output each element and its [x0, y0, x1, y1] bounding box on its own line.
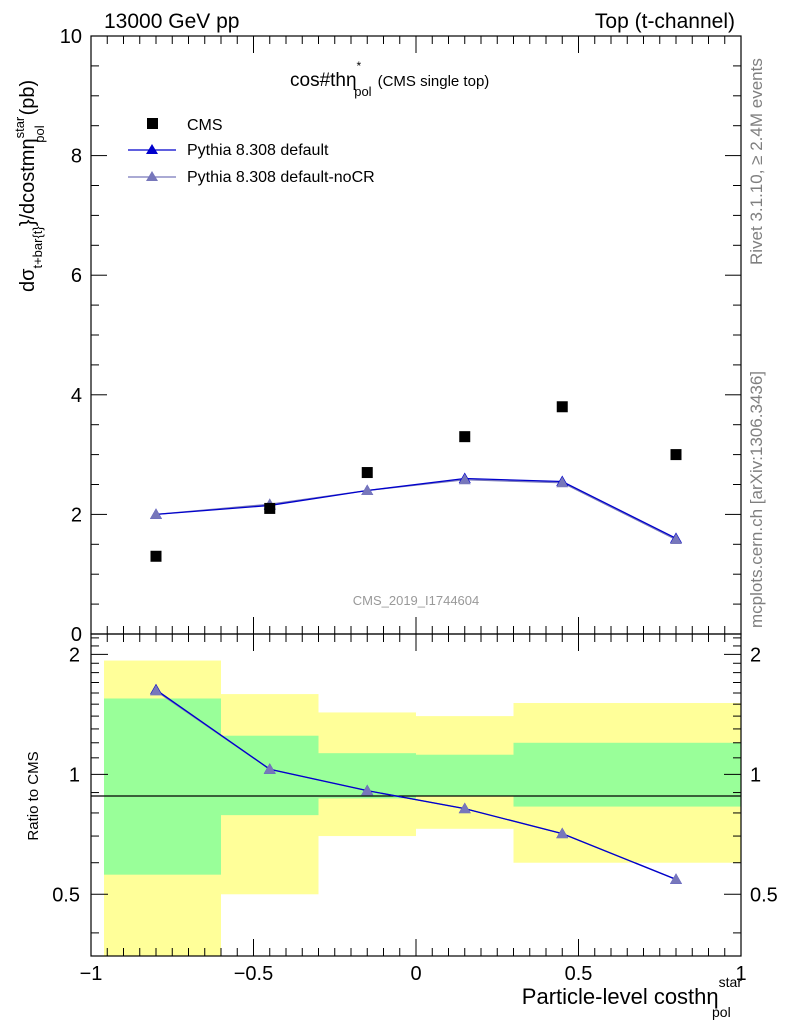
series-nocr-line [155, 479, 677, 541]
cms-point [361, 467, 373, 479]
header-right: Top (t-channel) [595, 10, 735, 33]
top-y-tick-label: 2 [71, 504, 82, 526]
inner-band [104, 698, 221, 875]
ratio-panel: 0.5 0.5 1 1 2 2 −1 −0.5 0 0.5 1 Ratio to CMS Parti… [25, 633, 778, 1020]
top-panel: CMS_2019_I1744604 cos#thη* pol(CMS single… [12, 26, 742, 646]
ratio-y-tick-label: 0.5 [52, 884, 80, 906]
cms-point [264, 502, 276, 514]
ratio-nocr-point [670, 873, 682, 884]
ratio-nocr-point [556, 827, 569, 839]
cms-point [150, 550, 162, 562]
x-tick-label: 0.5 [565, 963, 593, 985]
top-y-ticks: 0 2 4 6 8 10 [60, 26, 742, 646]
x-tick-label: −0.5 [234, 963, 273, 985]
ratio-y-tick-label: 1 [69, 764, 80, 786]
legend-default-marker [146, 144, 158, 154]
inner-band [221, 735, 319, 816]
ratio-nocr-point [361, 784, 374, 796]
inner-band [513, 742, 741, 807]
cms-point [459, 431, 471, 443]
legend-cms-marker [147, 118, 158, 129]
cms-point [556, 401, 568, 413]
chart-title: cos#thη* pol(CMS single top) [290, 59, 489, 99]
ratio-y-axis-label: Ratio to CMS [25, 751, 42, 840]
nocr-point [361, 484, 374, 495]
nocr-point [150, 508, 162, 519]
x-tick-label: 0 [410, 963, 421, 985]
ratio-y-tick-label-right: 1 [750, 764, 761, 786]
ratio-nocr-point [263, 763, 276, 774]
nocr-point [670, 533, 682, 545]
top-y-tick-label: 6 [71, 265, 82, 287]
legend-nocr-label: Pythia 8.308 default-noCR [187, 169, 375, 186]
cms-point [670, 449, 682, 461]
legend: CMS Pythia 8.308 default Pythia 8.308 de… [128, 117, 375, 186]
ratio-y-tick-label-right: 0.5 [750, 884, 778, 906]
x-axis-label: Particle-level costhηstar pol [522, 974, 743, 1020]
ratio-nocr-point [458, 802, 471, 814]
nocr-point [458, 473, 471, 485]
uncertainty-bands [104, 660, 741, 956]
top-y-tick-label: 8 [71, 146, 82, 168]
ratio-y-tick-label: 2 [69, 644, 80, 666]
top-y-tick-label: 10 [60, 26, 82, 48]
legend-default-label: Pythia 8.308 default [187, 142, 329, 159]
rivet-label: Rivet 3.1.10, ≥ 2.4M events [747, 58, 766, 265]
ratio-plot-frame [90, 633, 742, 957]
header-left: 13000 GeV pp [104, 10, 239, 33]
ratio-marks [150, 683, 682, 884]
watermark: CMS_2019_I1744604 [353, 593, 480, 608]
ratio-nocr-point [150, 684, 162, 696]
top-y-tick-label: 4 [71, 385, 82, 407]
inner-band [416, 754, 514, 797]
legend-cms-label: CMS [187, 117, 223, 134]
mcplots-label: mcplots.cern.ch [arXiv:1306.3436] [747, 371, 766, 628]
series-default-line [155, 477, 677, 539]
ratio-y-tick-label-right: 2 [750, 644, 761, 666]
nocr-point [556, 476, 569, 488]
top-data-marks [150, 401, 682, 562]
top-y-axis-label: dσt+bar{t}}/dcostmηstar pol(pb) [12, 80, 47, 292]
x-tick-label: 1 [735, 963, 746, 985]
x-tick-label: −1 [80, 963, 103, 985]
ratio-ticks: 0.5 0.5 1 1 2 2 −1 −0.5 0 0.5 1 [52, 634, 778, 985]
top-y-tick-label: 0 [71, 624, 82, 646]
legend-nocr-marker [146, 171, 158, 181]
ratio-default-line [155, 689, 677, 880]
